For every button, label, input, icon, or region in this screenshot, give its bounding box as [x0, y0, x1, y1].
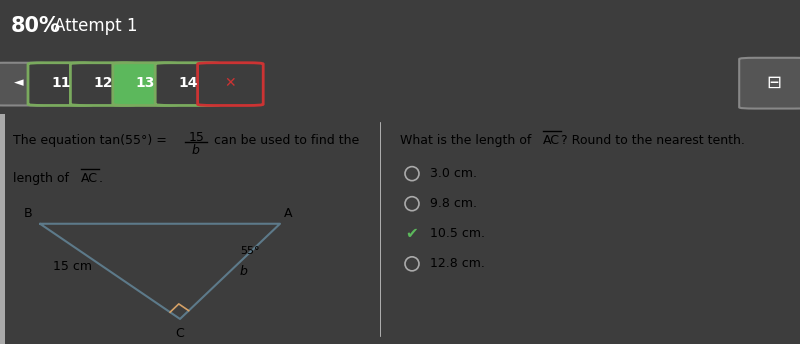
FancyBboxPatch shape — [28, 63, 94, 106]
FancyBboxPatch shape — [198, 63, 263, 106]
Text: 12.8 cm.: 12.8 cm. — [430, 257, 485, 270]
Text: What is the length of: What is the length of — [400, 133, 535, 147]
Text: 55°: 55° — [240, 246, 259, 256]
FancyBboxPatch shape — [0, 63, 50, 106]
Text: 3.0 cm.: 3.0 cm. — [430, 167, 477, 180]
Text: AC: AC — [81, 172, 98, 185]
FancyBboxPatch shape — [739, 58, 800, 109]
FancyBboxPatch shape — [155, 63, 221, 106]
Text: can be used to find the: can be used to find the — [210, 133, 359, 147]
Text: 15: 15 — [189, 131, 205, 143]
Bar — [0, 114, 5, 344]
Text: 14: 14 — [178, 76, 198, 89]
Text: 12: 12 — [94, 76, 113, 89]
Text: 13: 13 — [136, 76, 155, 89]
Text: length of: length of — [13, 172, 73, 185]
Text: ⊟: ⊟ — [767, 74, 782, 92]
Text: Attempt 1: Attempt 1 — [54, 17, 138, 35]
Text: A: A — [284, 207, 293, 220]
FancyBboxPatch shape — [70, 63, 136, 106]
Text: B: B — [23, 207, 32, 220]
Text: ? Round to the nearest tenth.: ? Round to the nearest tenth. — [561, 133, 745, 147]
Text: ◄: ◄ — [14, 76, 24, 89]
Text: C: C — [176, 327, 184, 340]
Text: 11: 11 — [51, 76, 70, 89]
Text: b: b — [192, 143, 200, 157]
Text: 10.5 cm.: 10.5 cm. — [430, 227, 485, 240]
Text: 15 cm: 15 cm — [53, 260, 92, 273]
Text: The equation tan(55°) =: The equation tan(55°) = — [13, 133, 171, 147]
Text: AC: AC — [543, 133, 560, 147]
FancyBboxPatch shape — [113, 63, 178, 106]
Text: ✔: ✔ — [406, 226, 418, 241]
Text: 80%: 80% — [10, 16, 60, 36]
Text: ✕: ✕ — [225, 76, 236, 89]
Text: b: b — [240, 265, 248, 278]
Text: .: . — [99, 172, 103, 185]
Text: 9.8 cm.: 9.8 cm. — [430, 197, 477, 210]
